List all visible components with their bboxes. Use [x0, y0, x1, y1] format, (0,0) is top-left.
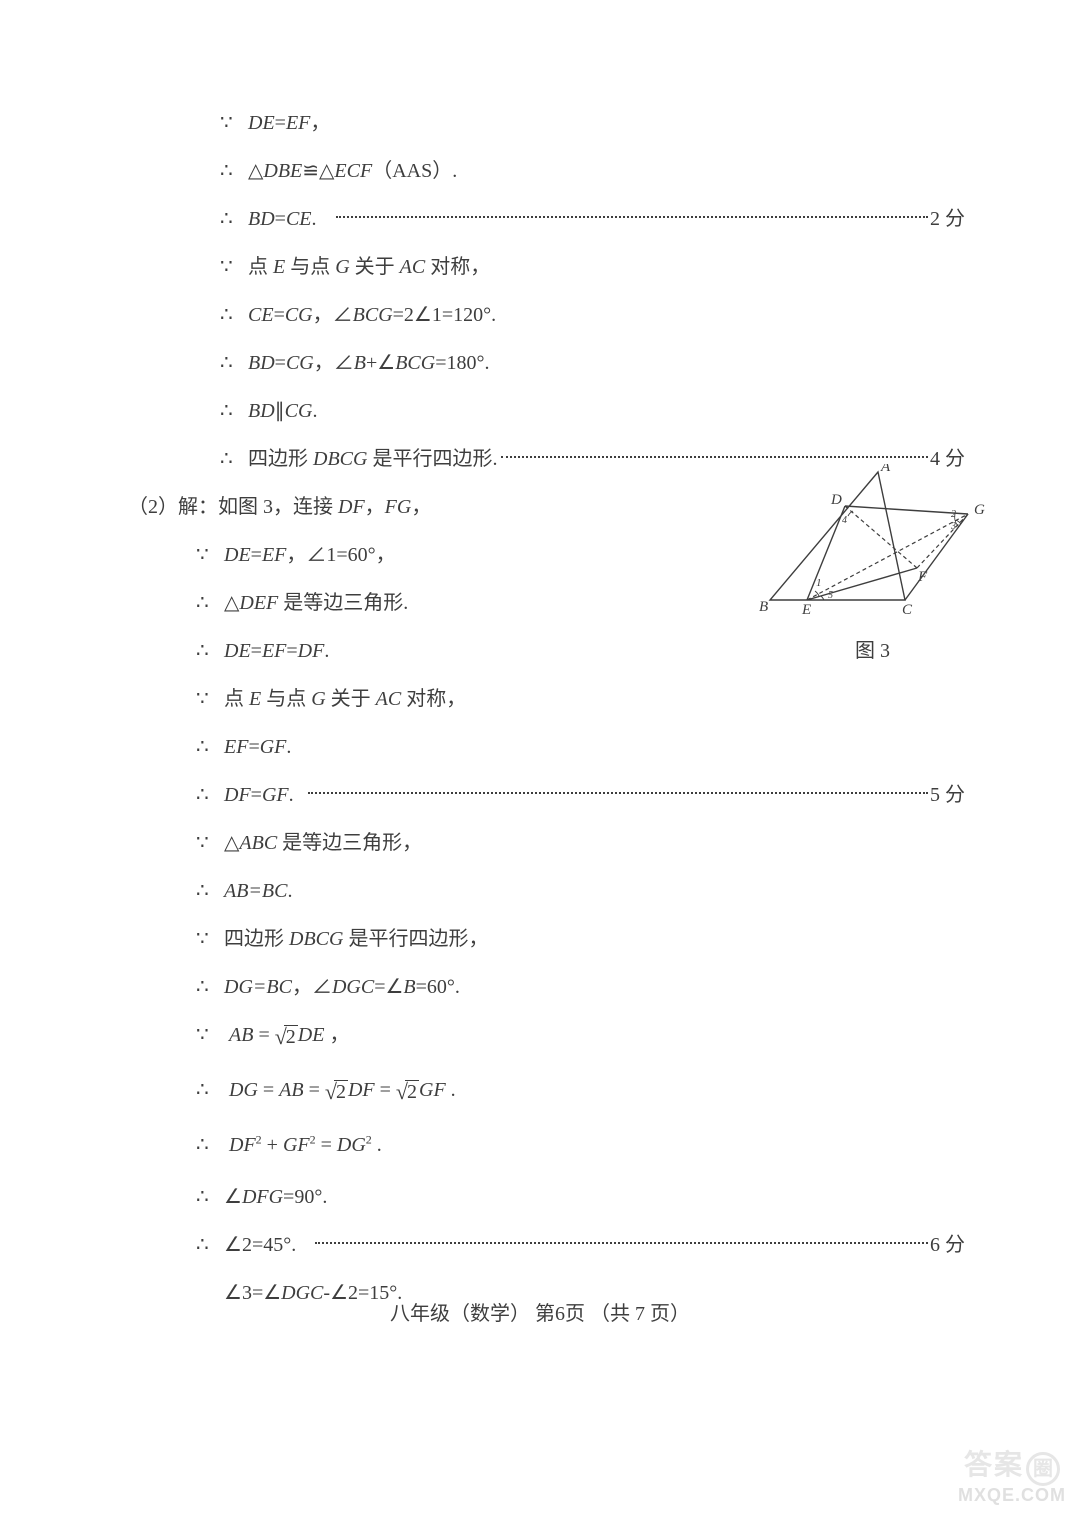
therefore-symbol: ∴: [220, 396, 248, 426]
proof-text: ∠DFG=90°.: [224, 1182, 327, 1212]
therefore-symbol: ∴: [220, 348, 248, 378]
proof-block-1: ∵DE=EF， ∴△DBE≌△ECF（AAS）. ∴BD=CE. 2 分 ∵点 …: [128, 108, 965, 474]
proof-text: BD=CE.: [248, 204, 332, 234]
proof-text: AB=BC.: [224, 876, 293, 906]
therefore-symbol: ∴: [196, 972, 224, 1002]
angle-5: 5: [828, 590, 833, 601]
label-f: F: [917, 569, 928, 585]
watermark: 答案圈 MXQE.COM: [958, 1450, 1066, 1505]
because-symbol: ∵: [220, 108, 248, 138]
dotted-leader: [336, 216, 928, 218]
score-marker: 6 分: [930, 1230, 965, 1260]
score-marker: 2 分: [930, 204, 965, 234]
label-g: G: [974, 502, 985, 518]
therefore-symbol: ∴: [220, 444, 248, 474]
therefore-symbol: ∴: [196, 588, 224, 618]
therefore-symbol: ∴: [196, 876, 224, 906]
therefore-symbol: ∴: [196, 780, 224, 810]
therefore-symbol: ∴: [220, 156, 248, 186]
dotted-leader: [315, 1242, 928, 1244]
proof-text: BD=CG，∠B+∠BCG=180°.: [248, 348, 489, 378]
proof-text: DE=EF，: [248, 108, 330, 138]
line-dg: [845, 506, 968, 514]
proof-text: DG = AB = √2DF = √2GF .: [224, 1075, 456, 1108]
therefore-symbol: ∴: [196, 1075, 224, 1105]
line-ef: [807, 568, 917, 600]
proof-text: AB = √2DE ，: [224, 1020, 349, 1053]
proof-text: △DEF 是等边三角形.: [224, 588, 408, 618]
because-symbol: ∵: [196, 1020, 224, 1050]
proof-text: △ABC 是等边三角形，: [224, 828, 422, 858]
angle-4: 4: [842, 515, 847, 526]
proof-text: ∠2=45°.: [224, 1230, 311, 1260]
proof-text: CE=CG，∠BCG=2∠1=120°.: [248, 300, 496, 330]
proof-text: 点 E 与点 G 关于 AC 对称，: [224, 684, 466, 714]
because-symbol: ∵: [196, 828, 224, 858]
label-c: C: [902, 602, 913, 618]
score-marker: 5 分: [930, 780, 965, 810]
label-b: B: [759, 599, 768, 615]
line-de: [807, 506, 845, 600]
proof-text: 点 E 与点 G 关于 AC 对称，: [248, 252, 490, 282]
geometry-diagram: A D G B E C F 1 2 3 4 5: [755, 464, 990, 619]
therefore-symbol: ∴: [220, 204, 248, 234]
label-e: E: [801, 602, 811, 618]
angle-1: 1: [816, 577, 822, 589]
proof-text: EF=GF.: [224, 732, 291, 762]
therefore-symbol: ∴: [196, 1182, 224, 1212]
line-fg: [917, 514, 968, 568]
proof-text: BD∥CG.: [248, 396, 317, 426]
proof-text: DE=EF=DF.: [224, 636, 329, 666]
dotted-leader: [308, 792, 928, 794]
page-footer: 八年级（数学） 第6页 （共 7 页）: [0, 1299, 1080, 1329]
therefore-symbol: ∴: [196, 1130, 224, 1160]
therefore-symbol: ∴: [196, 636, 224, 666]
because-symbol: ∵: [196, 540, 224, 570]
because-symbol: ∵: [196, 684, 224, 714]
angle-4-arc: [848, 511, 853, 516]
therefore-symbol: ∴: [220, 300, 248, 330]
angle-2: 2: [951, 509, 956, 520]
proof-text: DG=BC，∠DGC=∠B=60°.: [224, 972, 460, 1002]
watermark-url: MXQE.COM: [958, 1486, 1066, 1505]
therefore-symbol: ∴: [196, 1230, 224, 1260]
because-symbol: ∵: [196, 924, 224, 954]
label-a: A: [880, 464, 891, 475]
figure-caption: 图 3: [755, 636, 990, 666]
proof-text: DF2 + GF2 = DG2 .: [224, 1130, 382, 1160]
therefore-symbol: ∴: [196, 732, 224, 762]
proof-text: 四边形 DBCG 是平行四边形，: [224, 924, 488, 954]
label-d: D: [830, 492, 842, 508]
watermark-text: 答案: [964, 1449, 1024, 1480]
figure-3: A D G B E C F 1 2 3 4 5 图 3: [755, 464, 990, 666]
watermark-circle: 圈: [1026, 1452, 1060, 1486]
proof-text: DF=GF.: [224, 780, 304, 810]
proof-text: DE=EF，∠1=60°，: [224, 540, 396, 570]
angle-3: 3: [950, 521, 956, 532]
proof-text: △DBE≌△ECF（AAS）.: [248, 156, 457, 186]
dotted-leader: [501, 456, 928, 458]
because-symbol: ∵: [220, 252, 248, 282]
proof-text: 四边形 DBCG 是平行四边形.: [248, 444, 497, 474]
line-df: [845, 506, 917, 568]
